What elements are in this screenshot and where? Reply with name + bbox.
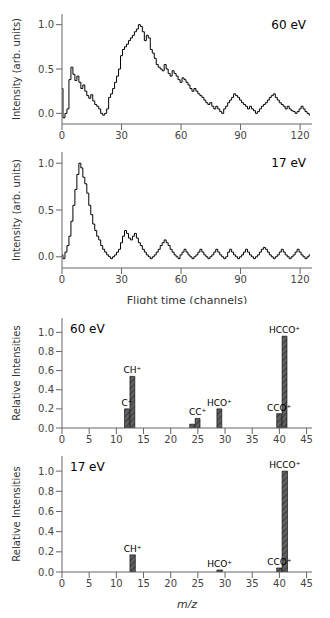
svg-text:40: 40 bbox=[273, 578, 286, 589]
svg-text:Intensity (arb. units): Intensity (arb. units) bbox=[11, 159, 22, 261]
svg-text:0.0: 0.0 bbox=[38, 423, 54, 434]
svg-text:0.5: 0.5 bbox=[38, 205, 54, 216]
svg-text:CC⁺: CC⁺ bbox=[189, 407, 207, 417]
svg-text:10: 10 bbox=[110, 434, 123, 445]
svg-text:20: 20 bbox=[164, 578, 177, 589]
html-text:17 eV: 17 eV bbox=[70, 460, 105, 474]
svg-text:90: 90 bbox=[234, 274, 247, 285]
svg-text:35: 35 bbox=[246, 578, 259, 589]
svg-text:25: 25 bbox=[192, 434, 205, 445]
svg-text:60: 60 bbox=[175, 274, 188, 285]
svg-text:HCCO⁺: HCCO⁺ bbox=[269, 460, 300, 470]
svg-text:CH⁺: CH⁺ bbox=[124, 544, 142, 554]
svg-text:0.8: 0.8 bbox=[38, 486, 54, 497]
svg-text:HCCO⁺: HCCO⁺ bbox=[269, 325, 300, 335]
svg-text:30: 30 bbox=[115, 130, 128, 141]
svg-text:15: 15 bbox=[137, 434, 150, 445]
svg-text:0.8: 0.8 bbox=[38, 346, 54, 357]
svg-text:45: 45 bbox=[300, 578, 313, 589]
svg-text:1.0: 1.0 bbox=[38, 327, 54, 338]
svg-text:0.6: 0.6 bbox=[38, 365, 54, 376]
svg-text:5: 5 bbox=[86, 578, 92, 589]
svg-text:0.4: 0.4 bbox=[38, 384, 54, 395]
svg-text:30: 30 bbox=[219, 578, 232, 589]
svg-text:0.4: 0.4 bbox=[38, 526, 54, 537]
svg-text:Relative Intensities: Relative Intensities bbox=[11, 466, 22, 561]
svg-text:45: 45 bbox=[300, 434, 313, 445]
svg-text:0.0: 0.0 bbox=[38, 567, 54, 578]
svg-text:30: 30 bbox=[219, 434, 232, 445]
svg-text:15: 15 bbox=[137, 578, 150, 589]
svg-text:20: 20 bbox=[164, 434, 177, 445]
svg-text:HCO⁺: HCO⁺ bbox=[207, 398, 232, 408]
svg-text:0.2: 0.2 bbox=[38, 403, 54, 414]
svg-text:10: 10 bbox=[110, 578, 123, 589]
svg-text:1.0: 1.0 bbox=[38, 466, 54, 477]
svg-text:0.6: 0.6 bbox=[38, 506, 54, 517]
svg-text:25: 25 bbox=[192, 578, 205, 589]
svg-text:0: 0 bbox=[59, 578, 65, 589]
svg-text:120: 120 bbox=[291, 274, 310, 285]
svg-text:5: 5 bbox=[86, 434, 92, 445]
html-text:17 eV: 17 eV bbox=[271, 156, 306, 170]
svg-text:CH⁺: CH⁺ bbox=[123, 365, 141, 375]
svg-text:HCO⁺: HCO⁺ bbox=[207, 559, 232, 569]
svg-text:m/z: m/z bbox=[177, 598, 197, 608]
html-text:60 eV: 60 eV bbox=[271, 18, 306, 32]
svg-text:60: 60 bbox=[175, 130, 188, 141]
svg-text:0: 0 bbox=[59, 130, 65, 141]
svg-text:0.5: 0.5 bbox=[38, 64, 54, 75]
svg-text:1.0: 1.0 bbox=[38, 19, 54, 30]
svg-text:0: 0 bbox=[59, 434, 65, 445]
html-text:60 eV: 60 eV bbox=[70, 322, 105, 336]
svg-text:40: 40 bbox=[273, 434, 286, 445]
svg-text:C⁺: C⁺ bbox=[121, 398, 132, 408]
svg-text:0: 0 bbox=[59, 274, 65, 285]
svg-text:90: 90 bbox=[234, 130, 247, 141]
svg-text:CCO⁺: CCO⁺ bbox=[267, 403, 292, 413]
svg-text:Flight time (channels): Flight time (channels) bbox=[127, 294, 247, 304]
svg-text:120: 120 bbox=[291, 130, 310, 141]
svg-text:0.0: 0.0 bbox=[38, 108, 54, 119]
svg-text:Relative Intensities: Relative Intensities bbox=[11, 325, 22, 420]
svg-text:30: 30 bbox=[115, 274, 128, 285]
svg-text:35: 35 bbox=[246, 434, 259, 445]
svg-text:0.0: 0.0 bbox=[38, 251, 54, 262]
svg-text:0.2: 0.2 bbox=[38, 546, 54, 557]
svg-text:Intensity (arb. units): Intensity (arb. units) bbox=[11, 18, 22, 120]
svg-text:1.0: 1.0 bbox=[38, 158, 54, 169]
svg-text:CCO⁺: CCO⁺ bbox=[267, 557, 292, 567]
